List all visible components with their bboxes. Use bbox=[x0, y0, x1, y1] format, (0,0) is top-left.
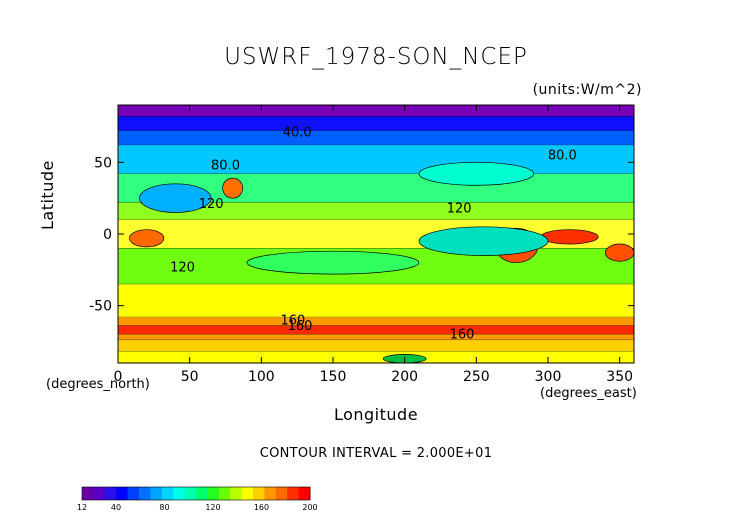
x-tick-label: 300 bbox=[535, 369, 562, 385]
patch-7 bbox=[246, 250, 420, 275]
x-tick-label: 100 bbox=[248, 369, 275, 385]
colorbar-swatch bbox=[275, 487, 288, 500]
contour-label: 120 bbox=[199, 197, 224, 212]
patch-8 bbox=[418, 161, 535, 186]
band-2 bbox=[118, 130, 634, 146]
contour-label: 160 bbox=[280, 313, 305, 328]
contour-label: 40.0 bbox=[283, 126, 312, 141]
band-5 bbox=[118, 202, 634, 220]
colorbar-swatch bbox=[82, 487, 94, 500]
colorbar-swatch bbox=[230, 487, 243, 500]
x-tick-label: 0 bbox=[114, 369, 123, 385]
band-0 bbox=[118, 105, 634, 117]
colorbar-frame bbox=[81, 486, 311, 501]
colorbar-swatch bbox=[253, 487, 265, 500]
patch-6 bbox=[418, 226, 549, 256]
colorbar-swatch bbox=[287, 487, 300, 500]
colorbar-swatch bbox=[104, 487, 117, 500]
colorbar-tick-label: 40 bbox=[111, 503, 121, 512]
colorbar-tick-label: 12 bbox=[77, 503, 87, 512]
band-8 bbox=[118, 284, 634, 318]
band-10 bbox=[118, 325, 634, 335]
patch-4 bbox=[540, 229, 599, 245]
x-tick-label: 250 bbox=[463, 369, 490, 385]
band-3 bbox=[118, 145, 634, 174]
contour-interval: CONTOUR INTERVAL = 2.000E+01 bbox=[259, 446, 493, 461]
patch-2 bbox=[139, 183, 212, 213]
x-tick-label: 200 bbox=[391, 369, 418, 385]
contour-label: 160 bbox=[288, 319, 313, 334]
colorbar-swatch bbox=[93, 487, 106, 500]
colorbar-swatch bbox=[150, 487, 163, 500]
colorbar-tick-label: 200 bbox=[302, 503, 317, 512]
y-axis-label: Latitude bbox=[38, 160, 57, 230]
band-9 bbox=[118, 317, 634, 326]
colorbar-swatch bbox=[184, 487, 197, 500]
band-12 bbox=[118, 340, 634, 352]
y-tick-label: 0 bbox=[103, 227, 112, 243]
x-tick-label: 50 bbox=[181, 369, 199, 385]
y-unit-note: (degrees_east) bbox=[540, 386, 637, 401]
patch-0 bbox=[129, 229, 165, 248]
band-1 bbox=[118, 116, 634, 131]
patch-5 bbox=[604, 243, 634, 262]
colorbar-swatch bbox=[218, 487, 231, 500]
band-11 bbox=[118, 334, 634, 341]
x-tick-label: 150 bbox=[320, 369, 347, 385]
colorbar-swatch bbox=[161, 487, 174, 500]
contour-label: 160 bbox=[450, 328, 475, 343]
contour-label: 120 bbox=[170, 260, 195, 275]
colorbar-swatch bbox=[298, 487, 311, 500]
y-tick-label: -50 bbox=[89, 299, 112, 315]
patch-1 bbox=[222, 177, 244, 199]
colorbar-tick-label: 160 bbox=[254, 503, 269, 512]
units-label: (units:W/m^2) bbox=[532, 82, 642, 98]
x-tick-label: 350 bbox=[606, 369, 633, 385]
chart-title: USWRF_1978-SON_NCEP bbox=[224, 44, 528, 70]
colorbar-swatch bbox=[139, 487, 151, 500]
colorbar-swatch bbox=[173, 487, 186, 500]
colorbar-tick-label: 80 bbox=[159, 503, 169, 512]
y-tick-label: 50 bbox=[94, 155, 112, 171]
colorbar-swatch bbox=[264, 487, 277, 500]
x-axis-label: Longitude bbox=[333, 405, 419, 424]
colorbar-swatch bbox=[207, 487, 220, 500]
colorbar-swatch bbox=[196, 487, 208, 500]
band-13 bbox=[118, 351, 634, 363]
contour-label: 80.0 bbox=[211, 159, 240, 174]
colorbar-swatch bbox=[127, 487, 140, 500]
contour-label: 80.0 bbox=[548, 148, 577, 163]
colorbar-swatch bbox=[116, 487, 129, 500]
x-unit-note: (degrees_north) bbox=[46, 377, 150, 392]
colorbar-swatch bbox=[241, 487, 254, 500]
colorbar-tick-label: 120 bbox=[205, 503, 220, 512]
contour-label: 120 bbox=[447, 202, 472, 217]
